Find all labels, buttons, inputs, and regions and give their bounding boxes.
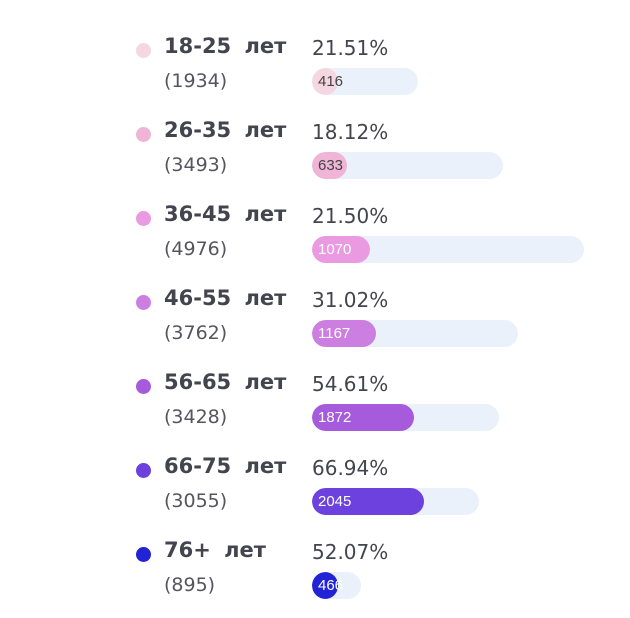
age-group-row: 46-55 лет (3762) 31.02% 1167 bbox=[0, 282, 630, 366]
age-group-row: 36-45 лет (4976) 21.50% 1070 bbox=[0, 198, 630, 282]
group-total: (4976) bbox=[164, 238, 228, 260]
group-percent: 18.12% bbox=[312, 120, 389, 144]
age-group-label: 26-35 лет bbox=[164, 118, 287, 142]
bar-value-label: 416 bbox=[318, 73, 344, 90]
bar-fill bbox=[312, 320, 376, 347]
legend-dot bbox=[136, 463, 151, 478]
bar-value-label: 1872 bbox=[318, 409, 352, 426]
group-percent: 66.94% bbox=[312, 456, 389, 480]
legend-dot bbox=[136, 379, 151, 394]
bar-fill bbox=[312, 572, 338, 599]
group-total: (3493) bbox=[164, 154, 228, 176]
bar-value-label: 633 bbox=[318, 157, 344, 174]
group-percent: 54.61% bbox=[312, 372, 389, 396]
group-total: (1934) bbox=[164, 70, 228, 92]
bar-fill bbox=[312, 152, 347, 179]
bar-fill bbox=[312, 68, 338, 95]
group-percent: 52.07% bbox=[312, 540, 389, 564]
bar-value-label: 1167 bbox=[318, 325, 351, 342]
age-group-row: 56-65 лет (3428) 54.61% 1872 bbox=[0, 366, 630, 450]
age-group-label: 56-65 лет bbox=[164, 370, 287, 394]
group-total: (3055) bbox=[164, 490, 228, 512]
bar-value-label: 2045 bbox=[318, 493, 352, 510]
group-percent: 21.51% bbox=[312, 36, 389, 60]
bar-track: 1070 bbox=[312, 236, 584, 263]
age-group-row: 18-25 лет (1934) 21.51% 416 bbox=[0, 30, 630, 114]
bar-value-label: 1070 bbox=[318, 241, 352, 258]
group-percent: 31.02% bbox=[312, 288, 389, 312]
group-percent: 21.50% bbox=[312, 204, 389, 228]
legend-dot bbox=[136, 211, 151, 226]
legend-dot bbox=[136, 43, 151, 58]
age-group-label: 18-25 лет bbox=[164, 34, 287, 58]
group-total: (3428) bbox=[164, 406, 228, 428]
age-group-label: 76+ лет bbox=[164, 538, 266, 562]
bar-track: 2045 bbox=[312, 488, 479, 515]
age-group-row: 76+ лет (895) 52.07% 466 bbox=[0, 534, 630, 618]
bar-fill bbox=[312, 236, 370, 263]
legend-dot bbox=[136, 547, 151, 562]
bar-value-label: 466 bbox=[318, 577, 344, 594]
age-group-label: 36-45 лет bbox=[164, 202, 287, 226]
age-group-row: 26-35 лет (3493) 18.12% 633 bbox=[0, 114, 630, 198]
group-total: (3762) bbox=[164, 322, 228, 344]
bar-track: 416 bbox=[312, 68, 418, 95]
age-group-row: 66-75 лет (3055) 66.94% 2045 bbox=[0, 450, 630, 534]
bar-track: 1167 bbox=[312, 320, 518, 347]
bar-fill bbox=[312, 488, 424, 515]
legend-dot bbox=[136, 127, 151, 142]
age-group-label: 46-55 лет bbox=[164, 286, 287, 310]
legend-dot bbox=[136, 295, 151, 310]
bar-fill bbox=[312, 404, 414, 431]
bar-track: 633 bbox=[312, 152, 503, 179]
age-group-label: 66-75 лет bbox=[164, 454, 287, 478]
group-total: (895) bbox=[164, 574, 216, 596]
bar-track: 1872 bbox=[312, 404, 499, 431]
bar-track: 466 bbox=[312, 572, 361, 599]
